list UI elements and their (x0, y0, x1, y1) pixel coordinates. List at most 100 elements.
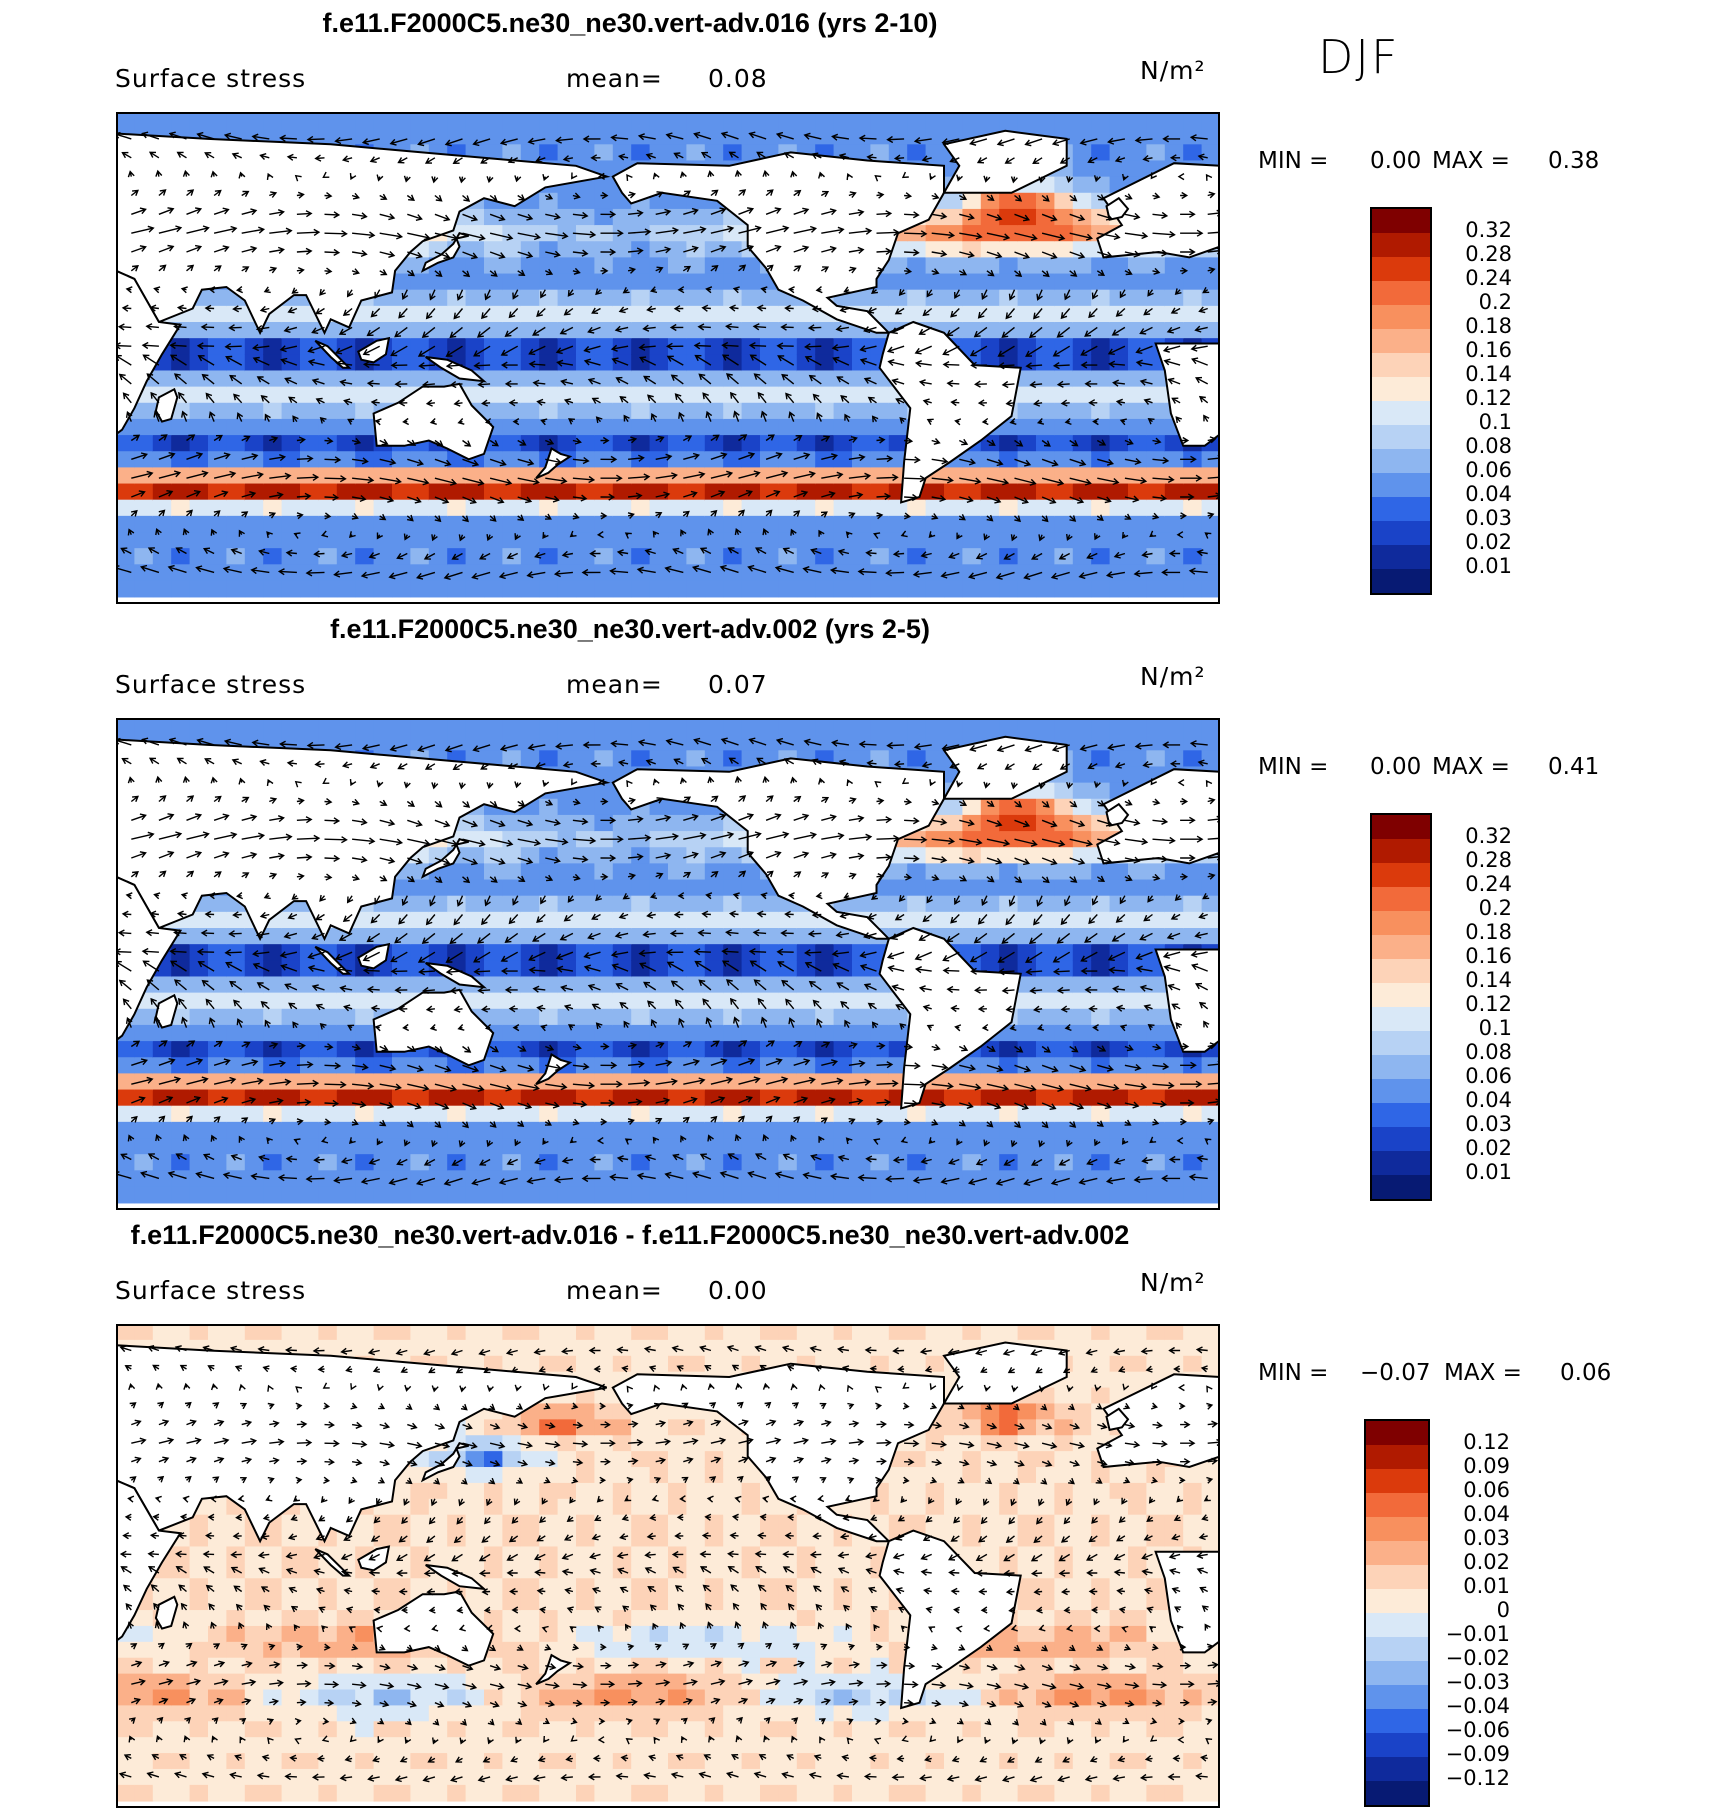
field-cell (704, 289, 724, 307)
field-cell (1036, 911, 1055, 929)
field-cell (888, 112, 908, 129)
wind-arrow (434, 439, 444, 447)
wind-arrow (848, 472, 872, 480)
wind-arrow (229, 374, 243, 385)
field-cell (318, 402, 338, 420)
field-cell (300, 370, 319, 388)
wind-arrow (848, 266, 857, 274)
wind-arrow (793, 225, 818, 234)
field-cell (1091, 160, 1111, 178)
wind-arrow (738, 225, 762, 234)
field-cell (1091, 305, 1111, 323)
field-cell (502, 1089, 522, 1107)
wind-arrow (480, 157, 491, 164)
wind-arrow (407, 251, 423, 259)
field-cell (300, 718, 319, 735)
wind-arrow (808, 374, 822, 385)
wind-arrow (829, 567, 849, 575)
coastline (154, 387, 179, 423)
field-cell (833, 467, 853, 485)
wind-arrow (729, 391, 740, 404)
field-cell (300, 992, 319, 1010)
wind-arrow (315, 1003, 325, 1011)
field-cell (612, 532, 632, 550)
wind-arrow (754, 547, 767, 555)
wind-arrow (462, 1102, 477, 1110)
field-cell (1017, 1008, 1037, 1026)
wind-arrow (756, 304, 767, 312)
wind-arrow (638, 343, 656, 351)
field-cell (631, 1008, 651, 1026)
wind-arrow (181, 410, 188, 422)
field-cell (520, 750, 540, 768)
wind-arrow (284, 983, 298, 991)
field-cell (1109, 451, 1129, 469)
wind-arrow (891, 378, 905, 386)
field-cell (631, 112, 651, 129)
field-cell (631, 418, 651, 436)
field-cell (649, 322, 669, 340)
field-cell (281, 580, 301, 598)
wind-arrow (666, 342, 684, 350)
field-cell (668, 564, 687, 582)
field-cell (852, 548, 871, 566)
field-cell (686, 750, 706, 768)
field-cell (741, 112, 761, 129)
wind-arrow (867, 306, 877, 314)
field-cell (576, 847, 595, 865)
wind-arrow (158, 813, 175, 821)
wind-arrow (379, 799, 388, 806)
wind-arrow (848, 512, 856, 519)
field-cell (962, 289, 982, 307)
wind-arrow (876, 455, 894, 463)
field-cell (815, 435, 835, 453)
wind-arrow (264, 413, 271, 422)
wind-arrow (1041, 515, 1049, 523)
field-cell (557, 1121, 577, 1139)
field-cell (428, 1186, 448, 1204)
wind-arrow (904, 230, 928, 238)
field-cell (796, 499, 816, 517)
wind-arrow (727, 547, 739, 555)
field-cell (171, 499, 191, 517)
field-cell (465, 1089, 485, 1107)
field-cell (281, 515, 301, 533)
field-cell (281, 911, 301, 929)
wind-arrow (1152, 211, 1169, 219)
field-cell (704, 564, 724, 582)
field-cell (594, 1138, 614, 1156)
field-cell (281, 483, 301, 501)
field-cell (539, 879, 559, 897)
field-cell (373, 734, 393, 752)
field-cell (465, 580, 485, 598)
field-cell (852, 718, 871, 735)
wind-arrow (204, 910, 215, 918)
wind-arrow (287, 912, 298, 920)
wind-arrow (250, 1172, 270, 1181)
field-cell (520, 144, 540, 162)
wind-arrow (307, 358, 325, 367)
field-cell (1128, 257, 1147, 275)
field-cell (668, 483, 687, 501)
wind-arrow (241, 872, 250, 879)
field-cell (355, 402, 375, 420)
wind-arrow (983, 533, 990, 541)
field-cell (484, 499, 503, 517)
wind-arrow (208, 892, 216, 900)
field-cell (1072, 176, 1092, 194)
field-cell (833, 976, 853, 994)
wind-arrow (682, 190, 692, 197)
wind-arrow (1041, 213, 1058, 222)
field-cell (796, 1024, 816, 1042)
field-cell (723, 402, 743, 420)
wind-arrow (142, 960, 160, 972)
wind-arrow (1097, 477, 1120, 486)
field-cell (244, 515, 264, 533)
field-cell (760, 435, 779, 453)
field-cell (336, 1024, 356, 1042)
field-cell (465, 944, 485, 962)
field-cell (447, 273, 467, 291)
field-cell (686, 208, 706, 226)
wind-arrow (307, 964, 325, 973)
field-cell (723, 289, 743, 307)
